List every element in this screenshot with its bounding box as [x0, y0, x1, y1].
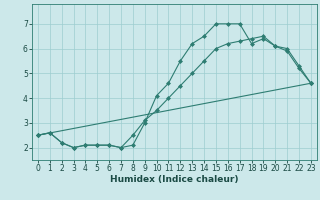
X-axis label: Humidex (Indice chaleur): Humidex (Indice chaleur)	[110, 175, 239, 184]
